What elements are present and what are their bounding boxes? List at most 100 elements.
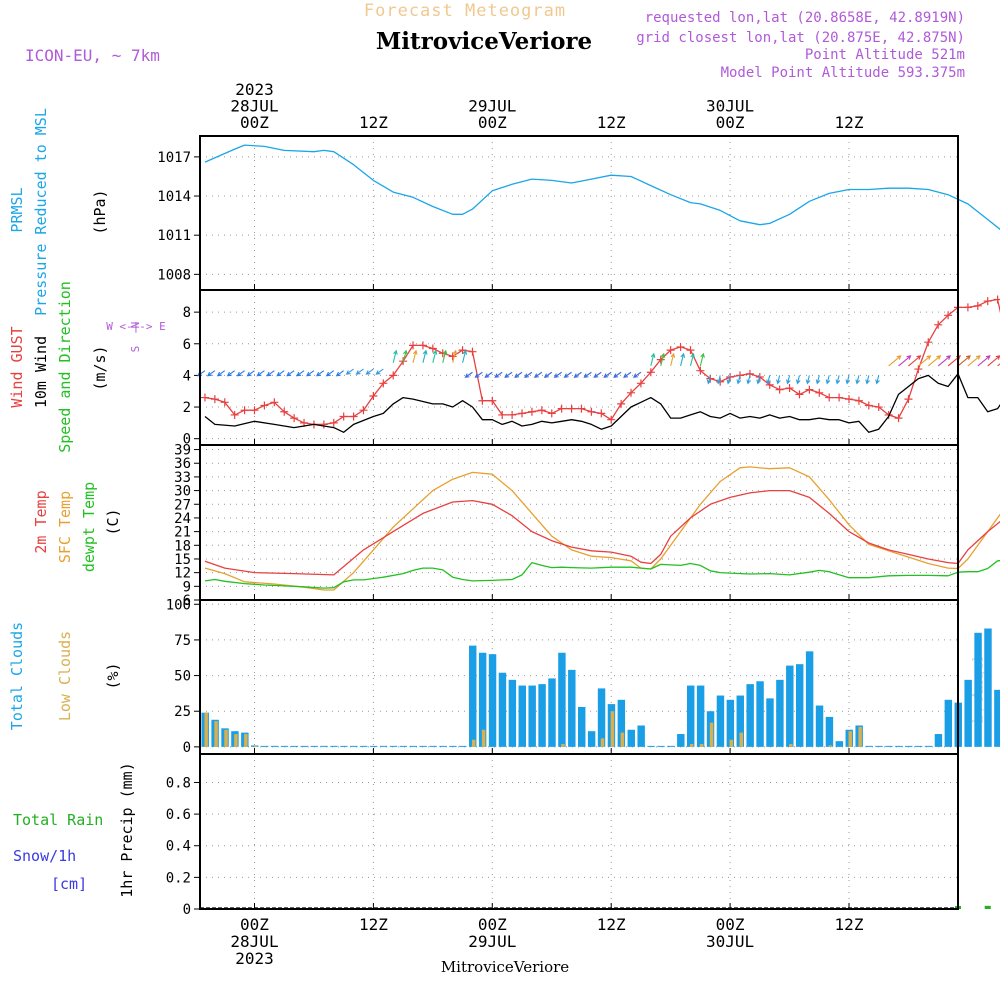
total-clouds-bar: [696, 685, 705, 747]
total-clouds-bar: [369, 745, 378, 747]
wind-direction-arrow: [706, 375, 712, 385]
total-clouds-bar: [498, 672, 507, 747]
wind-gust-marker: [468, 347, 477, 356]
low-clouds-bar: [244, 734, 248, 747]
wind-direction-arrow: [927, 355, 942, 367]
requested-coordinates: requested lon,lat (20.8658E, 42.8919N): [645, 10, 965, 26]
temp-unit-label: (C): [104, 508, 122, 535]
wind-direction-arrow: [835, 375, 841, 385]
wind-gust-marker: [904, 395, 913, 404]
wind-gust-marker: [963, 303, 972, 312]
precip-ytick-label: 0.6: [166, 807, 191, 823]
low-clouds-bar: [858, 726, 862, 747]
low-clouds-bar: [709, 722, 714, 747]
temp-ytick-label: 9: [183, 579, 191, 595]
total-clouds-bar: [944, 699, 953, 747]
total-clouds-bar: [677, 734, 685, 747]
temp-ytick-label: 15: [174, 552, 191, 568]
wind-direction-arrow: [660, 352, 666, 367]
total-clouds-bar: [667, 745, 675, 747]
precip-ytick-label: 0.4: [166, 839, 191, 855]
bottom-time-label: 00Z: [240, 915, 269, 934]
wind-direction-arrow: [918, 355, 932, 367]
wind-direction-arrow: [392, 349, 398, 363]
total-clouds-bar: [795, 664, 804, 747]
wind-unit-label: (m/s): [91, 345, 109, 390]
total-clouds-bar: [994, 689, 1000, 747]
total-clouds-bar: [439, 745, 447, 747]
temp-ytick-label: 39: [174, 443, 191, 459]
bottom-time-label: 28JUL: [230, 932, 278, 951]
total-clouds-bar: [805, 651, 814, 747]
wind-ytick-label: 2: [183, 400, 191, 416]
wind-gust-marker: [785, 384, 794, 393]
wind-gust-marker: [270, 398, 279, 407]
wind-direction-arrow: [464, 371, 473, 378]
low-clouds-bar: [789, 744, 793, 747]
wind-direction-arrow: [726, 375, 732, 385]
precip-ytick-label: 0: [183, 902, 191, 918]
wind-gust-marker: [805, 385, 814, 394]
temp-dewpt-label: dewpt Temp: [80, 482, 98, 572]
wind-direction-arrow: [689, 352, 696, 367]
wind-gust-marker: [607, 415, 616, 424]
temp-2m-label: 2m Temp: [32, 490, 50, 553]
clouds-ytick-label: 100: [166, 597, 191, 613]
clouds-unit-label: (%): [104, 662, 122, 689]
top-time-label: 00Z: [716, 113, 745, 132]
clouds-ytick-label: 25: [174, 704, 191, 720]
low-clouds-bar: [848, 731, 852, 747]
wind-gust-marker: [627, 388, 636, 397]
prmsl-line: [204, 144, 1000, 231]
pressure-ytick-label: 1011: [157, 228, 191, 244]
wind-direction-arrow: [226, 370, 235, 377]
wind-direction-arrow: [888, 355, 902, 367]
total-clouds-bar: [835, 741, 844, 747]
total-clouds-bar: [538, 684, 546, 747]
wind-gust-marker: [567, 404, 576, 413]
wind-direction-arrow: [504, 371, 513, 378]
rain-bar: [984, 905, 991, 909]
wind-direction-arrow: [256, 370, 265, 377]
temp-ytick-label: 12: [174, 566, 191, 582]
wind-ytick-label: 0: [183, 432, 191, 448]
top-time-label: 00Z: [240, 113, 269, 132]
total-clouds-bar: [786, 665, 794, 747]
wind-speed-direction-label: Speed and Direction: [56, 281, 74, 453]
total-clouds-bar: [825, 716, 834, 747]
total-clouds-bar: [914, 745, 923, 747]
wind-direction-arrow: [286, 370, 295, 377]
temp-ytick-label: 27: [174, 497, 191, 513]
total-clouds-bar: [984, 628, 992, 747]
total-clouds-bar: [488, 654, 497, 747]
total-clouds-bar: [459, 745, 467, 747]
total-clouds-bar: [310, 745, 318, 747]
total-clouds-bar: [449, 745, 457, 747]
wind-gust-marker: [597, 409, 606, 418]
precip-panel: 0 0.2 0.4 0.6 0.8: [166, 754, 958, 918]
pressure-msl-label: Pressure Reduced to MSL: [32, 108, 50, 316]
wind-direction-arrow: [825, 375, 831, 385]
wind-gust-marker: [379, 379, 388, 388]
total-clouds-bar: [340, 745, 348, 747]
wind-10m-label: 10m Wind: [32, 336, 50, 408]
wind-gust-marker: [765, 380, 774, 389]
total-clouds-bar: [895, 745, 903, 747]
total-clouds-bar: [350, 745, 358, 747]
wind-gust-marker: [557, 404, 566, 413]
wind-gust-marker: [448, 352, 457, 361]
low-clouds-bar: [739, 732, 743, 747]
total-clouds-bar: [429, 745, 437, 747]
top-time-label: 12Z: [835, 113, 864, 132]
low-clouds-bar: [561, 744, 565, 747]
total-clouds-bar: [330, 745, 338, 747]
wind-direction-arrow: [680, 352, 686, 367]
wind-gust-marker: [547, 409, 556, 418]
wind-gust-label: Wind GUST: [8, 326, 26, 407]
wind-direction-arrow: [432, 349, 438, 363]
wind-gust-marker: [845, 395, 854, 404]
wind-gust-marker: [666, 346, 675, 355]
wind-direction-arrow: [593, 371, 602, 378]
wind-gust-marker: [389, 371, 398, 380]
point-altitude: Point Altitude 521m: [805, 47, 965, 63]
